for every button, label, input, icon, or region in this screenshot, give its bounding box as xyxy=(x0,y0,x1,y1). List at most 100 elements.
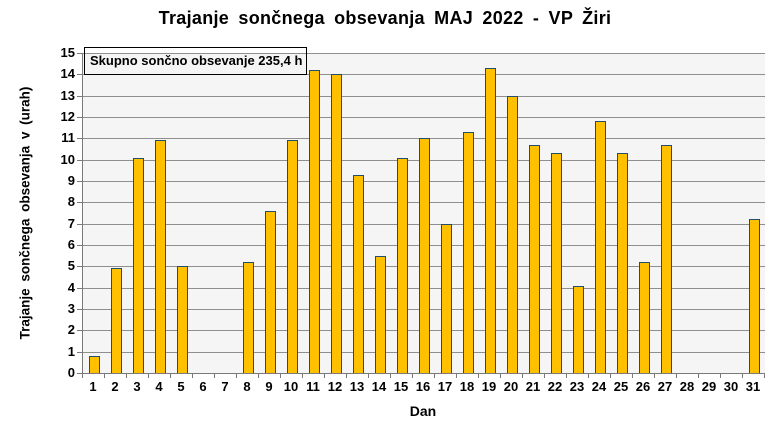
x-tick-label-5: 5 xyxy=(177,379,185,394)
bar-day-1 xyxy=(88,355,100,373)
y-tick-label-0: 0 xyxy=(67,365,75,380)
x-tick-30 xyxy=(742,374,743,378)
x-tick-6 xyxy=(214,374,215,378)
bar-day-2 xyxy=(110,268,122,373)
x-tick-label-10: 10 xyxy=(283,379,299,394)
bar-day-12 xyxy=(330,74,342,373)
y-tick-label-1: 1 xyxy=(67,343,75,359)
y-tick-3 xyxy=(77,309,82,310)
x-tick-label-7: 7 xyxy=(221,379,229,394)
x-tick-11 xyxy=(324,374,325,378)
y-tick-label-14: 14 xyxy=(60,66,75,82)
total-annotation-box: Skupno sončno obsevanje 235,4 h xyxy=(84,47,307,75)
x-tick-label-19: 19 xyxy=(481,379,497,394)
y-tick-label-4: 4 xyxy=(67,279,75,295)
y-tick-12 xyxy=(77,117,82,118)
bar-day-20 xyxy=(506,95,518,373)
x-tick-label-2: 2 xyxy=(111,379,119,394)
x-tick-label-22: 22 xyxy=(547,379,563,394)
x-tick-label-27: 27 xyxy=(657,379,673,394)
y-tick-label-12: 12 xyxy=(60,109,75,124)
x-tick-14 xyxy=(390,374,391,378)
bar-day-21 xyxy=(528,144,540,373)
x-tick-label-1: 1 xyxy=(89,379,97,394)
x-tick-2 xyxy=(126,374,127,378)
x-tick-15 xyxy=(412,374,413,378)
bar-day-13 xyxy=(352,174,364,373)
y-tick-4 xyxy=(77,287,82,289)
x-tick-label-17: 17 xyxy=(437,379,453,394)
x-tick-label-30: 30 xyxy=(723,379,739,394)
bar-day-24 xyxy=(594,121,606,373)
x-tick-label-23: 23 xyxy=(569,379,585,394)
bar-day-9 xyxy=(264,210,276,373)
bar-day-22 xyxy=(550,153,562,373)
y-tick-7 xyxy=(77,223,82,225)
gridline-13 xyxy=(83,95,765,97)
x-tick-label-9: 9 xyxy=(265,379,273,394)
x-tick-19 xyxy=(500,374,501,378)
x-tick-label-12: 12 xyxy=(327,379,343,394)
bar-day-27 xyxy=(660,144,672,373)
x-tick-24 xyxy=(610,374,611,378)
x-tick-label-13: 13 xyxy=(349,379,365,394)
x-tick-label-14: 14 xyxy=(371,379,387,394)
total-annotation-text: Skupno sončno obsevanje 235,4 h xyxy=(90,53,303,68)
y-tick-6 xyxy=(77,245,82,246)
x-tick-13 xyxy=(368,374,369,378)
y-tick-5 xyxy=(77,266,82,268)
x-tick-23 xyxy=(588,374,589,378)
y-tick-label-13: 13 xyxy=(60,87,75,103)
plot-area xyxy=(82,53,765,374)
y-tick-10 xyxy=(77,159,82,161)
x-tick-12 xyxy=(346,374,347,378)
bar-day-3 xyxy=(132,157,144,373)
gridline-15 xyxy=(83,53,765,54)
x-tick-label-16: 16 xyxy=(415,379,431,394)
y-tick-1 xyxy=(77,351,82,353)
x-tick-29 xyxy=(720,374,721,378)
bar-day-15 xyxy=(396,157,408,373)
x-tick-label-31: 31 xyxy=(745,379,761,394)
y-tick-14 xyxy=(77,74,82,76)
bar-day-16 xyxy=(418,138,430,373)
y-tick-label-8: 8 xyxy=(67,194,75,210)
x-tick-17 xyxy=(456,374,457,378)
x-tick-label-4: 4 xyxy=(155,379,163,394)
bar-day-8 xyxy=(242,262,254,373)
y-axis-title: Trajanje sončnega obsevanja v (urah) xyxy=(17,86,33,340)
x-tick-label-15: 15 xyxy=(393,379,409,394)
x-tick-18 xyxy=(478,374,479,378)
y-tick-13 xyxy=(77,95,82,97)
x-tick-label-21: 21 xyxy=(525,379,541,394)
x-tick-0 xyxy=(82,374,83,378)
y-tick-11 xyxy=(77,138,82,140)
x-tick-21 xyxy=(544,374,545,378)
x-tick-label-29: 29 xyxy=(701,379,717,394)
x-tick-22 xyxy=(566,374,567,378)
y-tick-0 xyxy=(77,373,82,374)
y-tick-label-10: 10 xyxy=(60,151,75,167)
y-tick-8 xyxy=(77,202,82,204)
bar-day-31 xyxy=(748,219,760,373)
bar-day-19 xyxy=(484,67,496,373)
y-tick-label-7: 7 xyxy=(67,215,75,231)
gridline-12 xyxy=(83,117,765,118)
x-tick-9 xyxy=(280,374,281,378)
bar-day-4 xyxy=(154,140,166,373)
bar-day-23 xyxy=(572,285,584,373)
x-tick-label-11: 11 xyxy=(306,379,320,394)
y-tick-15 xyxy=(77,53,82,54)
x-tick-3 xyxy=(148,374,149,378)
x-tick-25 xyxy=(632,374,633,378)
bar-day-10 xyxy=(286,140,298,373)
x-tick-label-20: 20 xyxy=(503,379,519,394)
x-tick-label-8: 8 xyxy=(243,379,251,394)
y-tick-label-11: 11 xyxy=(61,130,75,146)
x-tick-10 xyxy=(302,374,303,378)
bar-day-5 xyxy=(176,266,188,373)
x-tick-20 xyxy=(522,374,523,378)
bar-day-14 xyxy=(374,255,386,373)
y-tick-label-5: 5 xyxy=(67,258,75,274)
